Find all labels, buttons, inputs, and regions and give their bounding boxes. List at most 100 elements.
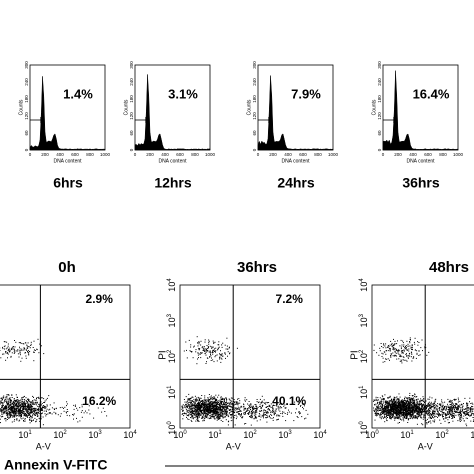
dot [195, 414, 197, 416]
dot [36, 413, 38, 414]
dot [384, 345, 386, 347]
dot [225, 414, 227, 416]
dot [37, 411, 39, 413]
dot [235, 401, 237, 403]
dot [414, 337, 416, 339]
dot [383, 402, 384, 404]
dot [244, 399, 246, 401]
dot [7, 352, 9, 354]
dot [249, 410, 251, 412]
dot [4, 407, 6, 408]
dot [226, 405, 228, 407]
dot [13, 415, 15, 417]
dot [381, 404, 383, 406]
dot [29, 351, 31, 352]
dot [208, 412, 210, 414]
dot [106, 415, 108, 417]
dot [461, 417, 463, 419]
dot [8, 398, 10, 400]
dot [449, 412, 450, 414]
dot [400, 348, 402, 350]
dot [388, 411, 389, 413]
dot [215, 407, 217, 409]
dot [220, 413, 222, 415]
dot [239, 408, 241, 410]
dot [34, 350, 36, 351]
dot [224, 416, 226, 418]
dot [233, 417, 235, 419]
dot [26, 347, 28, 349]
dot [209, 408, 211, 410]
dot [255, 412, 257, 414]
dot [18, 406, 20, 407]
dot [40, 404, 42, 406]
dot [7, 402, 9, 404]
histogram [257, 75, 334, 151]
dot [251, 410, 253, 412]
dot [398, 418, 400, 420]
dot [219, 414, 221, 416]
dot [260, 408, 262, 409]
dot [7, 401, 9, 403]
dot [29, 414, 31, 416]
dot [407, 414, 409, 415]
dot [8, 397, 10, 399]
dot [220, 412, 222, 414]
dot [198, 402, 199, 404]
dot [221, 410, 223, 412]
dot [373, 407, 375, 409]
dot [190, 408, 192, 410]
dot [386, 414, 388, 416]
dot [237, 408, 239, 410]
dot [404, 408, 406, 410]
dot [6, 410, 8, 412]
dot [200, 412, 202, 413]
dot [3, 409, 5, 411]
dot [256, 405, 258, 407]
dot [278, 415, 280, 417]
dot [208, 404, 210, 406]
dot [426, 412, 428, 414]
dot [190, 409, 192, 411]
dot [24, 400, 26, 402]
dot [264, 411, 266, 413]
dot [72, 414, 74, 416]
dot [402, 409, 404, 411]
dot [198, 420, 200, 422]
dot [405, 348, 407, 350]
dot [23, 401, 25, 403]
dot [18, 405, 20, 407]
histogram [29, 76, 106, 151]
dot [405, 397, 407, 399]
dot [454, 410, 456, 412]
dot [214, 418, 216, 420]
dot [1, 413, 3, 415]
dot [406, 401, 408, 403]
dot [398, 399, 400, 401]
dot [195, 413, 197, 415]
dot [268, 402, 270, 403]
dot [242, 416, 244, 418]
dot [218, 406, 220, 408]
dot [209, 403, 210, 405]
dot [218, 344, 220, 346]
dot [14, 407, 15, 409]
dot [406, 400, 408, 402]
dot [417, 344, 419, 346]
dot [227, 348, 229, 350]
dot [383, 404, 385, 406]
tick-base: 10 [173, 430, 183, 440]
dot [33, 351, 34, 353]
dot [36, 348, 38, 350]
dot [380, 413, 382, 415]
dot [457, 408, 459, 410]
dot [418, 342, 420, 343]
dot [388, 406, 390, 408]
tick-base: 10 [208, 430, 218, 440]
dot [429, 410, 431, 412]
dot [407, 422, 409, 423]
dot [17, 414, 19, 416]
dot [422, 396, 424, 398]
dot [10, 401, 12, 403]
dot [188, 406, 190, 408]
